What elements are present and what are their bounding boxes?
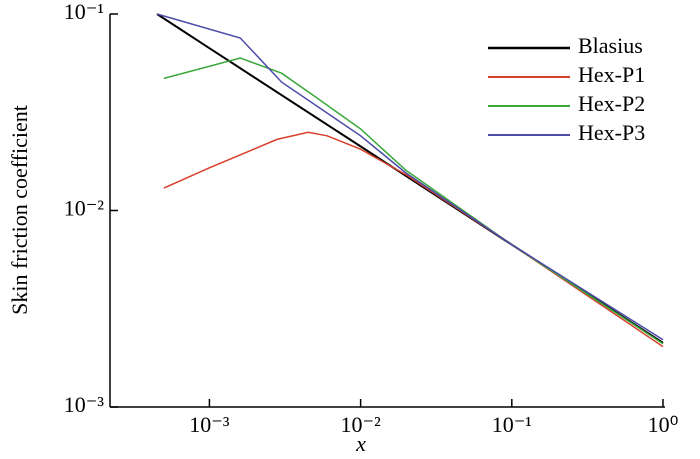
y-axis-label: Skin friction coefficient bbox=[7, 105, 32, 315]
legend-label: Hex-P3 bbox=[578, 120, 645, 145]
x-tick-label: 10⁻¹ bbox=[492, 412, 532, 437]
legend-label: Blasius bbox=[578, 33, 643, 58]
y-tick-label: 10⁻³ bbox=[64, 392, 105, 417]
x-tick-label: 10⁻² bbox=[341, 412, 382, 437]
x-tick-label: 10⁻³ bbox=[189, 412, 230, 437]
x-axis-label: x bbox=[355, 431, 366, 456]
series-line bbox=[156, 13, 664, 341]
series-line bbox=[163, 131, 664, 348]
y-tick-label: 10⁻² bbox=[64, 196, 105, 221]
y-tick-label: 10⁻¹ bbox=[64, 0, 104, 24]
legend-label: Hex-P1 bbox=[578, 62, 645, 87]
x-tick-label: 10⁰ bbox=[648, 412, 679, 437]
legend-label: Hex-P2 bbox=[578, 91, 645, 116]
